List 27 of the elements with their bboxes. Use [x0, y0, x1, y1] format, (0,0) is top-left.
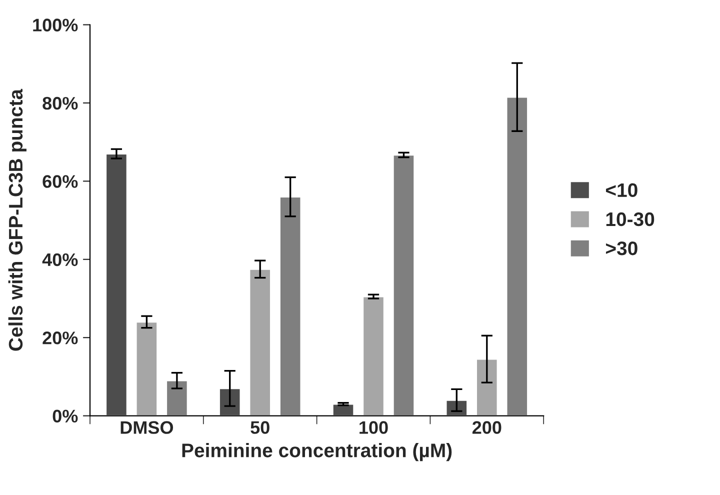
- bar: [506, 96, 528, 416]
- bar: [218, 388, 242, 416]
- legend-label: <10: [606, 183, 638, 198]
- y-tick-label: 80%: [42, 96, 78, 110]
- bar: [248, 268, 272, 416]
- y-tick-label: 100%: [33, 18, 78, 32]
- bar: [166, 380, 188, 416]
- y-tick-label: 20%: [42, 332, 78, 344]
- y-axis-title: Cells with GFP-LC3B puncta: [8, 88, 26, 351]
- y-tick-label: 60%: [42, 175, 78, 188]
- y-tick-label: 40%: [42, 253, 78, 266]
- x-tick-label: 50: [250, 421, 270, 434]
- bar: [105, 153, 128, 416]
- bar: [445, 399, 468, 416]
- bar: [135, 321, 158, 416]
- x-axis-title: Peiminine concentration (µM): [182, 443, 452, 462]
- bar: [476, 358, 498, 416]
- bar: [332, 403, 355, 416]
- x-tick-label: DMSO: [120, 421, 174, 434]
- bar: [279, 196, 302, 416]
- legend-label: 10-30: [606, 212, 654, 226]
- x-tick-label: 200: [472, 421, 502, 434]
- bar: [392, 154, 416, 416]
- y-tick-label: 0%: [52, 410, 78, 423]
- x-tick-label: 100: [360, 421, 388, 434]
- legend-label: >30: [606, 241, 638, 256]
- bar: [362, 296, 385, 416]
